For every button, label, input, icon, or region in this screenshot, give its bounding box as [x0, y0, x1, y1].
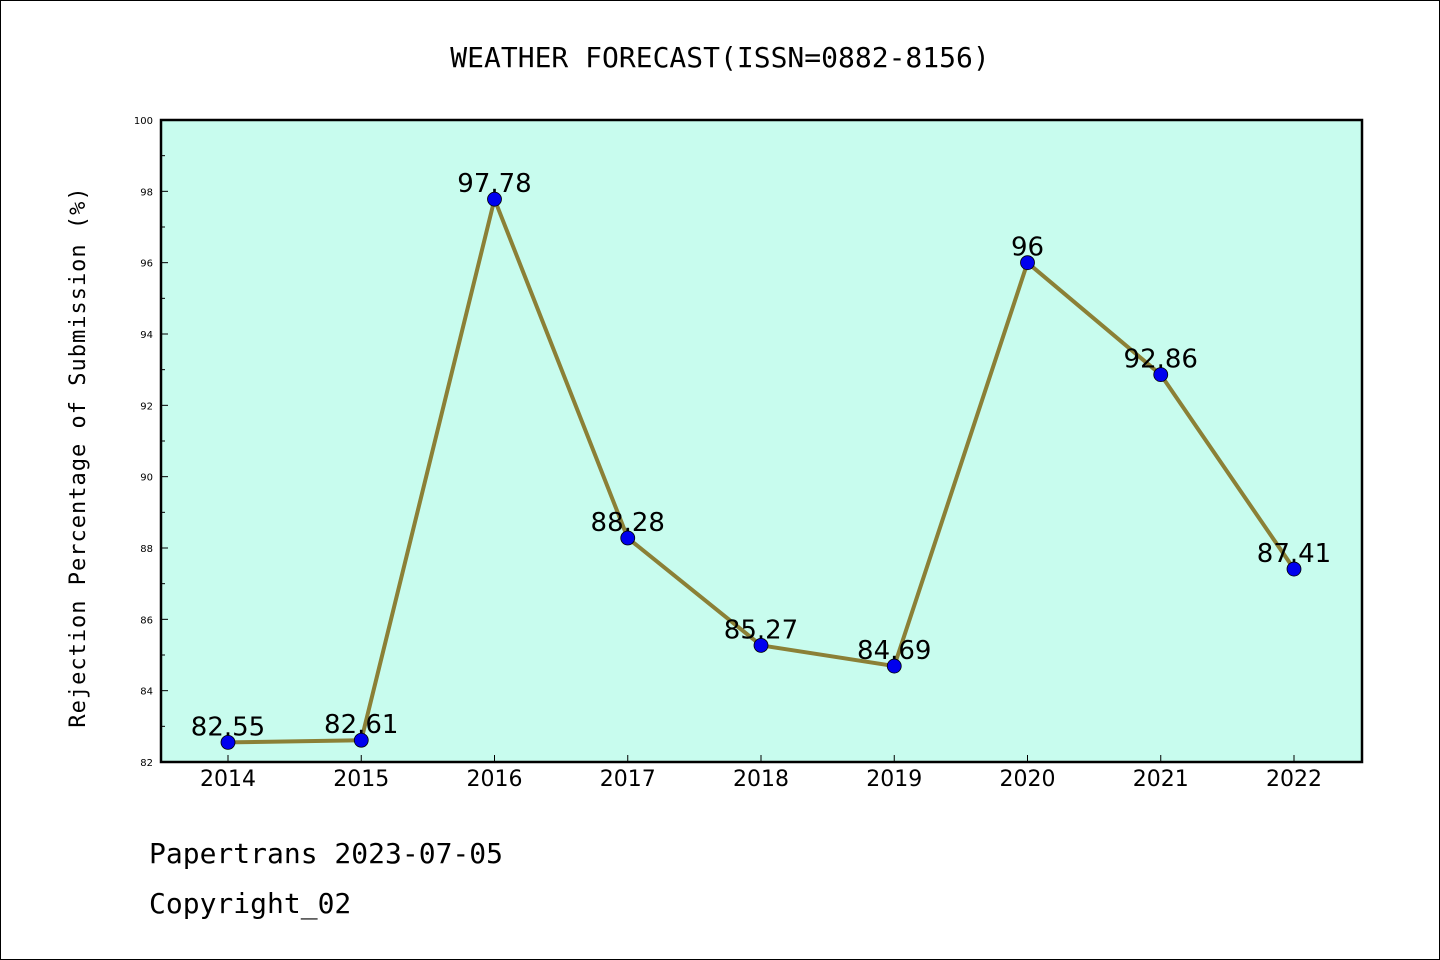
y-tick-label: 92 [140, 401, 153, 412]
data-label: 96 [1011, 233, 1044, 263]
y-tick-label: 90 [140, 473, 153, 484]
data-label: 88.28 [591, 508, 665, 538]
chart-title: WEATHER FORECAST(ISSN=0882-8156) [450, 41, 989, 74]
x-tick-label: 2014 [200, 767, 256, 792]
x-tick-label: 2015 [333, 767, 389, 792]
x-tick-label: 2019 [866, 767, 922, 792]
data-point [620, 530, 636, 546]
data-point [753, 637, 769, 653]
data-point [487, 191, 502, 207]
data-point [1286, 561, 1302, 577]
y-tick-label: 100 [134, 116, 153, 127]
data-label: 97.78 [457, 169, 531, 199]
x-tick-label: 2020 [1000, 767, 1056, 792]
data-point [1153, 367, 1169, 383]
data-label: 85.27 [724, 615, 798, 645]
footer-copyright-text: Copyright_02 [149, 887, 352, 920]
y-tick-label: 94 [140, 330, 153, 341]
data-label: 84.69 [857, 636, 931, 666]
plot-area [159, 118, 1364, 764]
data-label: 92.86 [1124, 345, 1198, 375]
y-tick-label: 88 [140, 544, 153, 555]
data-point [1020, 255, 1035, 271]
data-label: 82.61 [324, 710, 398, 740]
marker-layer [220, 191, 1302, 750]
y-tick-label: 96 [140, 259, 153, 270]
x-axis: 2014 2015 2016 2017 2018 2019 2020 2021 2022 [200, 755, 1322, 792]
footer-date-text: Papertrans 2023-07-05 [149, 837, 504, 870]
y-axis: 82 84 86 88 90 92 94 96 98 100 [134, 116, 168, 769]
x-tick-label: 2017 [600, 767, 656, 792]
data-label-layer: 82.55 82.61 97.78 88.28 85.27 84.69 96 92.86 87.… [191, 169, 1331, 742]
data-point [220, 734, 236, 750]
y-axis-label: Rejection Percentage of Submission (%) [66, 186, 91, 727]
data-label: 82.55 [191, 712, 265, 742]
data-point [353, 732, 369, 748]
y-tick-label: 82 [140, 758, 153, 769]
x-tick-label: 2016 [467, 767, 523, 792]
y-tick-label: 86 [140, 615, 153, 626]
y-tick-label: 84 [140, 687, 153, 698]
data-point [886, 658, 902, 674]
x-tick-label: 2022 [1266, 767, 1322, 792]
x-tick-label: 2018 [733, 767, 789, 792]
x-tick-label: 2021 [1133, 767, 1189, 792]
data-label: 87.41 [1257, 539, 1331, 569]
y-tick-label: 98 [140, 187, 153, 198]
